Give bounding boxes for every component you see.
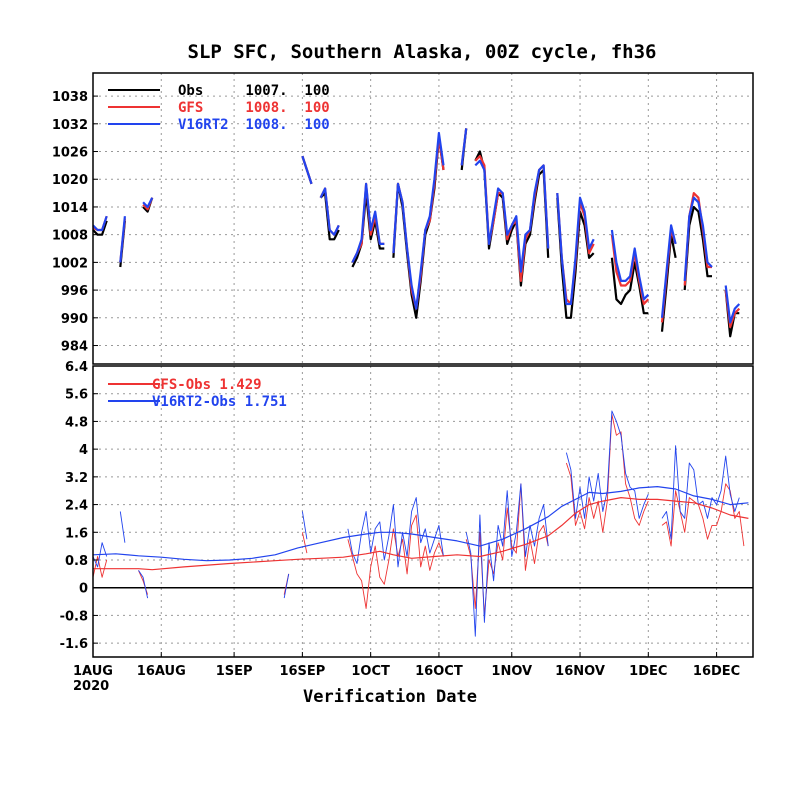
series-line-gfs-obs [565,414,649,533]
y-tick-label: 1032 [52,118,88,133]
top-panel-series [92,128,741,338]
x-tick-label: 16NOV [555,664,605,679]
legend-entry: GFS-Obs 1.429 [152,377,262,393]
series-line-v16rt2-obs [283,573,290,599]
series-line-v16rt2-obs [347,497,444,568]
x-tick-label: 1SEP [216,664,253,679]
y-tick-label: 1020 [52,173,88,188]
series-line-v16rt2 [301,155,313,185]
x-tick-label: 1OCT [351,664,390,679]
series-line-v16rt2-obs [138,570,149,599]
legend-entry: V16RT2-Obs 1.751 [152,394,287,410]
series-line-gfs-obs-running-mean [93,497,749,571]
y-tick-label: 4.8 [65,415,88,430]
x-axis-ticks: 1AUG 16AUG 1SEP 16SEP 1OCT 16OCT 1NOV 16NOV 1DEC… [73,652,740,679]
y-tick-label: 990 [61,312,88,327]
y-tick-label: 1038 [52,90,88,105]
y-tick-label: 984 [61,340,88,355]
series-line-v16rt2-obs [465,483,549,637]
series-line-v16rt2 [119,216,126,263]
bottom-panel-series [92,410,749,637]
series-line-v16rt2 [660,224,677,318]
series-line-obs [92,220,108,236]
top-panel-frame [92,72,754,365]
y-tick-label: 1014 [52,201,88,216]
y-tick-label: 1002 [52,256,88,271]
top-panel-y-ticks: 984 990 996 1002 1008 1014 1020 1026 1032 1038 [52,90,98,355]
series-line-gfs-obs [301,532,308,554]
series-line-v16rt2-obs [301,511,308,540]
x-tick-label: 16SEP [279,664,325,679]
y-tick-label: -0.8 [60,609,88,624]
x-tick-label: 1DEC [629,664,667,679]
legend-entry: V16RT2 1008. 100 [178,117,330,133]
x-axis-year-label: 2020 [73,679,109,694]
y-tick-label: 6.4 [65,360,88,375]
series-line-gfs-obs [465,483,549,616]
series-line-v16rt2 [142,197,154,209]
y-tick-label: 0 [79,582,88,597]
y-tick-label: -1.6 [60,637,88,652]
series-line-obs [610,257,649,315]
series-line-gfs-obs [347,514,444,609]
bottom-panel-y-ticks: -1.6 -0.8 0 0.8 1.6 2.4 3.2 4 4.8 5.6 6.4 [60,360,98,652]
top-panel: 984 990 996 1002 1008 1014 1020 1026 1032 1038 Ob… [52,72,754,365]
x-tick-label: 1NOV [491,664,532,679]
bottom-panel: -1.6 -0.8 0 0.8 1.6 2.4 3.2 4 4.8 5.6 6.4 GFS-Obs … [60,360,754,658]
y-tick-label: 0.8 [65,554,88,569]
series-line-v16rt2-obs [119,511,126,543]
series-line-v16rt2 [474,159,550,273]
series-line-v16rt2-obs [661,445,740,540]
series-line-v16rt2-obs-running-mean [92,486,749,562]
y-tick-label: 4 [79,443,88,458]
x-axis-label: Verification Date [303,687,477,707]
y-tick-label: 996 [61,284,88,299]
y-tick-label: 1.6 [65,526,88,541]
bottom-panel-grid [93,366,753,657]
y-tick-label: 3.2 [65,471,88,486]
chart-title: SLP SFC, Southern Alaska, 00Z cycle, fh3… [188,41,657,63]
x-tick-label: 16AUG [137,664,186,679]
series-line-v16rt2 [556,193,595,306]
series-line-v16rt2 [610,229,650,301]
x-tick-label: 1AUG [73,664,113,679]
series-line-v16rt2 [460,128,468,166]
legend-entry: Obs 1007. 100 [178,83,330,99]
series-line-v16rt2 [683,196,713,281]
series-line-obs [319,192,340,241]
y-tick-label: 2.4 [65,499,88,514]
x-tick-label: 16OCT [415,664,463,679]
x-tick-label: 16DEC [693,664,740,679]
series-line-v16rt2 [351,182,385,263]
series-line-v16rt2-obs [565,410,649,519]
legend-entry: GFS 1008. 100 [178,100,330,116]
y-tick-label: 1026 [52,146,88,161]
series-line-v16rt2 [724,285,741,324]
series-line-v16rt2 [92,215,108,232]
series-line-v16rt2 [319,187,340,236]
y-tick-label: 1008 [52,229,88,244]
y-tick-label: 5.6 [65,388,88,403]
bottom-panel-frame [92,365,754,658]
series-line-v16rt2 [392,131,445,310]
